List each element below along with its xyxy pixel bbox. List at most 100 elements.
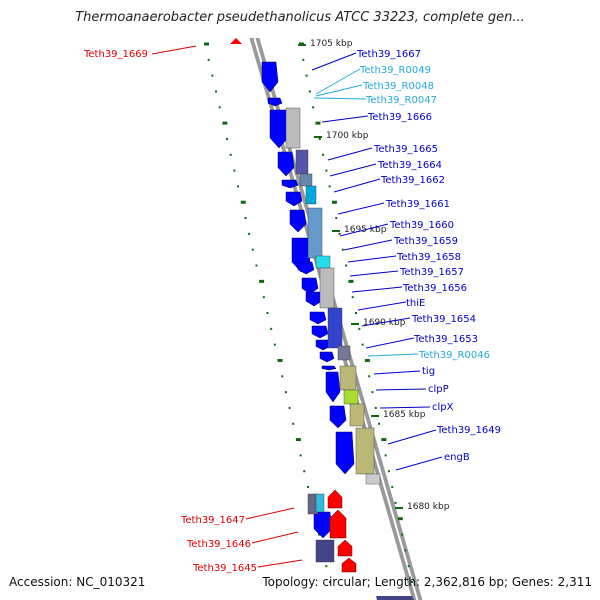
reverse-gene-arrow (319, 351, 335, 363)
gene-label: Teth39_R0049 (359, 65, 431, 76)
gene-label: tig (422, 366, 435, 377)
ruler-left-marks (222, 121, 228, 125)
feature-block (327, 307, 343, 349)
ruler-right-marks (387, 470, 390, 473)
reverse-gene-arrow (313, 511, 333, 539)
reverse-gene-arrow (311, 325, 329, 339)
ruler-left-marks (270, 327, 273, 330)
ruler-left-marks (329, 581, 331, 583)
gene-label-leader (257, 559, 303, 568)
scale-label: 1685 kbp (383, 410, 426, 420)
reverse-gene-arrow (261, 61, 279, 93)
ruler-right-marks (335, 217, 338, 220)
feature-block (315, 539, 335, 563)
accession-text: Accession: NC_010321 (9, 575, 146, 589)
reverse-gene-arrow (325, 371, 341, 403)
gene-label: Teth39_1661 (385, 199, 450, 210)
ruler-left-marks (303, 470, 306, 473)
ruler-right-marks (368, 375, 371, 378)
forward-gene-arrow (329, 509, 347, 539)
gene-label-leader (321, 115, 369, 123)
forward-gene-arrow (337, 539, 353, 557)
ruler-left-marks (215, 90, 218, 93)
rna-feature (315, 255, 331, 269)
gene-label-leader (349, 270, 399, 277)
ruler-left-marks (281, 375, 284, 378)
ruler-left-marks (295, 438, 301, 442)
gene-label-leader (347, 255, 397, 263)
ruler-right-marks (407, 565, 410, 568)
reverse-gene-arrow (267, 97, 283, 107)
feature-block (337, 345, 351, 361)
gene-label-leader (315, 84, 363, 97)
gene-label-leader (337, 202, 385, 215)
ruler-left-marks (204, 42, 209, 46)
forward-gene-arrow (341, 557, 357, 573)
ruler-left-marks (292, 422, 295, 425)
ruler-right-marks (318, 137, 321, 140)
genome-summary-text: Topology: circular; Length: 2,362,816 bp… (262, 575, 592, 589)
ruler-left-marks (255, 264, 258, 267)
gene-label-leader (365, 337, 415, 349)
scale-label: 1700 kbp (326, 131, 369, 141)
gene-label: engB (444, 452, 470, 463)
reverse-gene-arrow (301, 277, 319, 295)
ruler-right-marks (397, 517, 403, 521)
gene-label: Teth39_1665 (373, 144, 438, 155)
feature-block (349, 403, 365, 427)
reverse-gene-arrow (305, 291, 323, 307)
scale-label: 1690 kbp (363, 318, 406, 328)
ruler-right-marks (341, 248, 344, 251)
ruler-right-marks (378, 422, 381, 425)
gene-label: Teth39_1659 (393, 236, 458, 247)
gene-label-leader (357, 301, 407, 311)
ruler-right-marks (322, 153, 325, 156)
ruler-left-marks (259, 279, 265, 283)
feature-block (365, 473, 381, 485)
ruler-right-marks (305, 74, 308, 77)
ruler-left-marks (240, 200, 246, 204)
ruler-right-marks (401, 533, 404, 536)
gene-label-leader (333, 178, 381, 193)
reverse-gene-arrow (321, 365, 337, 371)
gene-label-leader (375, 388, 427, 391)
gene-label: Teth39_1646 (186, 539, 251, 550)
gene-label: Teth39_1660 (389, 220, 454, 231)
ruler-right-marks (381, 438, 387, 442)
ruler-left-marks (244, 217, 247, 220)
ruler-right-marks (364, 358, 370, 362)
ruler-left-marks (248, 232, 251, 235)
backbone-end-block (376, 596, 414, 600)
reverse-gene-arrow (297, 261, 315, 275)
feature-block (285, 107, 301, 149)
genome-title: Thermoanaerobacter pseudethanolicus ATCC… (75, 10, 525, 25)
ruler-right-marks (371, 391, 374, 394)
gene-label-leader (379, 406, 431, 409)
reverse-gene-arrow (285, 191, 303, 207)
feature-block (295, 149, 309, 175)
gene-label-leader (313, 97, 367, 100)
ruler-right-marks (411, 581, 413, 583)
reverse-gene-arrow (309, 311, 327, 325)
ruler-left-marks (233, 169, 236, 172)
gene-label: Teth39_1649 (436, 425, 501, 436)
ruler-right-marks (351, 296, 354, 299)
feature-block (355, 427, 375, 475)
ruler-right-marks (358, 327, 361, 330)
ruler-right-marks (302, 58, 305, 61)
ruler-right-marks (325, 169, 328, 172)
ruler-left-marks (237, 185, 240, 188)
ruler-right-marks (331, 200, 337, 204)
gene-label-leader (361, 317, 411, 327)
ruler-right-marks (345, 264, 348, 267)
reverse-gene-arrow (281, 179, 299, 189)
gene-label-leader (151, 45, 197, 55)
gene-label-leader (373, 370, 421, 375)
ruler-right-marks (374, 406, 377, 409)
rna-feature (305, 185, 317, 205)
gene-label-leader (395, 456, 443, 471)
gene-label-leader (343, 239, 393, 251)
forward-gene-arrow (327, 489, 343, 509)
